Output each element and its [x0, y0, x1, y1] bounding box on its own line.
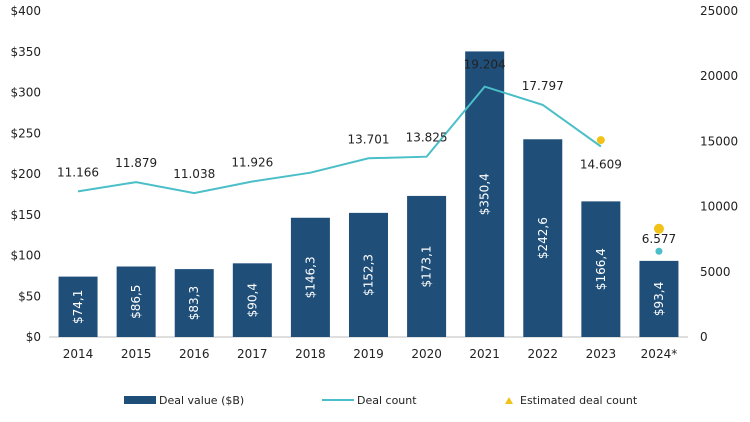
bar-value-label: $90,4	[245, 283, 259, 317]
bar-value-label: $242,6	[536, 217, 550, 259]
x-tick-label: 2024*	[641, 347, 678, 361]
x-tick-label: 2018	[295, 347, 326, 361]
deal-count-label: 14.609	[580, 157, 622, 171]
bar-value-label: $166,4	[594, 248, 608, 290]
bar-value-label: $74,1	[71, 290, 85, 324]
bar-2020	[407, 195, 447, 337]
deal-count-label: 13.825	[406, 131, 448, 145]
left-tick-label: $100	[10, 249, 41, 263]
right-tick-label: 0	[700, 330, 708, 344]
bar-2015	[116, 266, 156, 337]
bar-value-label: $146,3	[303, 256, 317, 298]
bar-2019	[349, 212, 388, 337]
right-tick-label: 5000	[700, 265, 731, 279]
bar-2014	[58, 276, 98, 337]
x-tick-label: 2022	[527, 347, 558, 361]
x-tick-label: 2021	[469, 347, 500, 361]
bar-value-label: $152,3	[362, 254, 376, 296]
bar-2022	[523, 139, 563, 337]
deal-count-label: 11.166	[57, 165, 99, 179]
bar-value-label: $173,1	[420, 245, 434, 287]
estimated-points: 6.577	[596, 136, 676, 255]
bar-2017	[232, 263, 272, 337]
right-tick-label: 15000	[700, 134, 738, 148]
bar-2018	[290, 217, 330, 337]
bar-2021	[465, 51, 505, 337]
x-tick-label: 2015	[121, 347, 152, 361]
bar-2023	[581, 201, 621, 337]
left-tick-label: $250	[10, 126, 41, 140]
x-tick-label: 2014	[63, 347, 94, 361]
x-tick-label: 2016	[179, 347, 210, 361]
x-tick-label: 2023	[586, 347, 617, 361]
legend-label-estimated: Estimated deal count	[520, 394, 638, 407]
left-tick-label: $0	[26, 330, 41, 344]
bar-value-label: $86,5	[129, 285, 143, 319]
bar-value-label: $350,4	[478, 173, 492, 215]
estimated-deal-count-point	[653, 223, 664, 234]
x-tick-label: 2017	[237, 347, 268, 361]
deal-count-label: 11.038	[173, 167, 215, 181]
bar-value-labels: $74,1 $86,5 $83,3 $90,4 $146,3 $152,3 $173,1 $3…	[71, 173, 666, 324]
left-tick-label: $150	[10, 208, 41, 222]
legend-label-deal-value: Deal value ($B)	[159, 394, 244, 407]
x-axis-tick-labels: 2014 2015 2016 2017 2018 2019 2020 2021 2022 2023…	[63, 347, 677, 361]
deal-count-labels: 11.166 11.879 11.038 11.926 13.701 13.825 19.2…	[57, 58, 622, 181]
left-tick-label: $400	[10, 4, 41, 18]
deal-count-point-2024	[655, 247, 663, 255]
estimated-deal-count-point	[596, 136, 605, 145]
right-tick-label: 10000	[700, 200, 738, 214]
left-tick-label: $300	[10, 86, 41, 100]
left-tick-label: $350	[10, 45, 41, 59]
deal-count-label: 11.926	[231, 155, 273, 169]
right-axis: 0 5000 10000 15000 20000 25000	[700, 4, 738, 344]
deal-count-label: 11.879	[115, 156, 157, 170]
deal-count-label: 19.204	[464, 58, 506, 72]
legend: Deal value ($B) Deal count Estimated deal …	[124, 394, 638, 407]
deal-count-label: 17.797	[522, 79, 564, 93]
right-tick-label: 20000	[700, 69, 738, 83]
deal-count-label: 13.701	[348, 132, 390, 146]
x-tick-label: 2019	[353, 347, 384, 361]
bar-value-label: $93,4	[652, 282, 666, 316]
left-tick-label: $200	[10, 167, 41, 181]
bar-2016	[174, 269, 214, 337]
right-tick-label: 25000	[700, 4, 738, 18]
legend-label-deal-count: Deal count	[357, 394, 417, 407]
deal-count-label-2024: 6.577	[642, 232, 676, 246]
bar-series	[58, 51, 679, 337]
legend-triangle-swatch	[505, 397, 513, 404]
legend-bar-swatch	[124, 396, 156, 404]
bar-value-label: $83,3	[187, 286, 201, 320]
x-tick-label: 2020	[411, 347, 442, 361]
left-tick-label: $50	[18, 289, 41, 303]
deal-count-line	[77, 85, 602, 195]
bar-2024*	[639, 260, 679, 337]
left-axis: $0 $50 $100 $150 $200 $250 $300 $350 $400	[10, 4, 41, 344]
